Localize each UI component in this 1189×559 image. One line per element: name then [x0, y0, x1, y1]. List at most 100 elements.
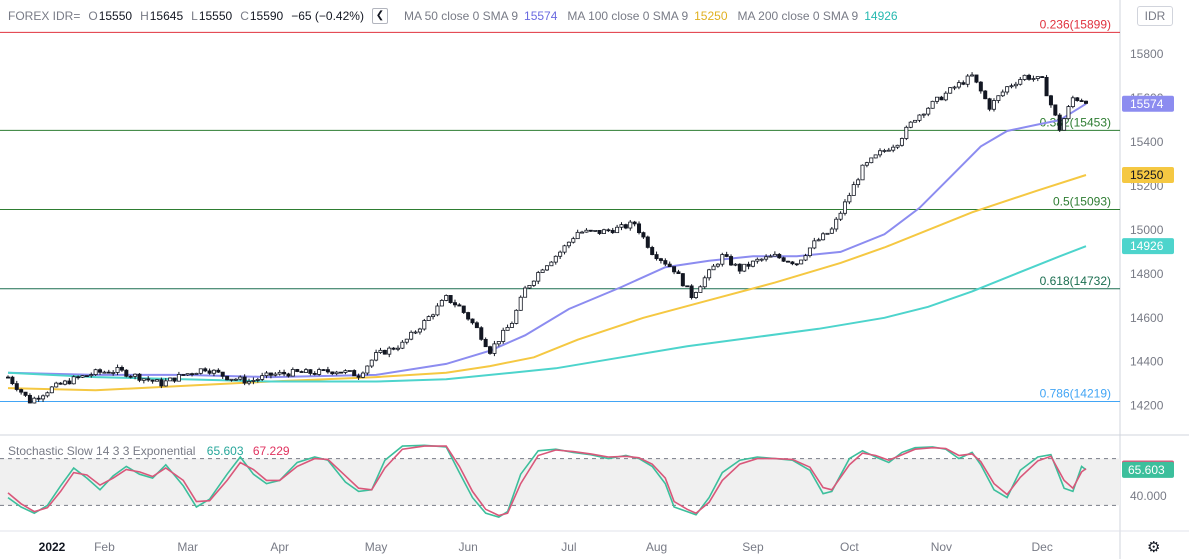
candle-body [317, 369, 322, 375]
candle-body [829, 228, 834, 234]
candle-body [1053, 104, 1058, 116]
fib-label: 0.382(15453) [1040, 115, 1111, 129]
candle-body [404, 338, 409, 343]
y-tick-label: 15400 [1130, 135, 1164, 149]
candle-body [41, 395, 46, 400]
candle-body [983, 90, 988, 100]
candle-body [812, 240, 817, 249]
candle-body [286, 373, 291, 377]
candle-body [273, 373, 278, 376]
candle-body [680, 273, 685, 287]
candle-body [325, 369, 330, 373]
ma100-label[interactable]: MA 100 close 0 SMA 9 [567, 9, 689, 23]
fib-label: 0.618(14732) [1040, 274, 1111, 288]
low-key: L [191, 9, 198, 23]
candle-body [452, 302, 457, 306]
x-tick-label: Feb [94, 540, 115, 554]
ma-line [7, 174, 1087, 392]
candle-body [588, 229, 593, 232]
candle-body [746, 263, 751, 267]
candle-body [431, 314, 436, 318]
candle-body [137, 373, 142, 381]
x-tick-label: Apr [270, 540, 289, 554]
candle-body [580, 231, 585, 234]
candle-body [225, 375, 230, 381]
gear-icon[interactable]: ⚙ [1147, 539, 1161, 556]
stochastic-label[interactable]: Stochastic Slow 14 3 3 Exponential [8, 444, 196, 458]
candle-body [71, 376, 76, 385]
currency-button[interactable]: IDR [1137, 6, 1173, 26]
ma50-label[interactable]: MA 50 close 0 SMA 9 [403, 9, 519, 23]
candle-body [49, 386, 54, 394]
candle-body [777, 253, 782, 259]
fib-label: 0.5(15093) [1053, 194, 1111, 208]
candle-body [36, 397, 41, 400]
x-tick-label: Aug [646, 540, 667, 554]
candle-body [374, 352, 379, 361]
candle-body [290, 369, 295, 377]
x-tick-label: Jul [561, 540, 576, 554]
candle-body [527, 284, 532, 289]
candle-body [67, 380, 72, 385]
candle-body [856, 179, 861, 186]
x-tick-label: Oct [840, 540, 859, 554]
chevron-left-icon[interactable]: ❮ [371, 8, 388, 24]
stochastic-d-line [7, 445, 1087, 517]
candle-body [10, 376, 15, 385]
candle-body [970, 74, 975, 77]
price-pane [0, 0, 1120, 435]
y-tick-label: 14200 [1130, 399, 1164, 413]
candle-body [632, 221, 637, 225]
close-key: C [240, 9, 249, 23]
candle-body [772, 253, 777, 257]
y-tick-label: 14400 [1130, 355, 1164, 369]
candle-body [575, 231, 580, 240]
candle-body [461, 305, 466, 313]
candle-body [882, 150, 887, 152]
candle-body [1070, 97, 1075, 107]
ma200-label[interactable]: MA 200 close 0 SMA 9 [737, 9, 859, 23]
candle-body [84, 375, 89, 378]
ma100-value: 15250 [694, 9, 728, 23]
candle-body [409, 331, 414, 340]
candle-body [238, 376, 243, 380]
high-key: H [140, 9, 149, 23]
candle-body [308, 369, 313, 374]
candle-body [115, 367, 120, 373]
candle-body [1009, 85, 1014, 88]
candle-body [650, 247, 655, 255]
candle-body [729, 256, 734, 266]
candle-body [168, 377, 173, 382]
fib-label: 0.236(15899) [1040, 17, 1111, 31]
candle-body [619, 224, 624, 228]
candle-body [80, 375, 85, 378]
candle-body [133, 373, 138, 377]
candle-body [1062, 118, 1067, 131]
price-label: 15250 [1130, 168, 1164, 182]
candle-body [672, 266, 677, 273]
candle-body [821, 233, 826, 241]
candle-body [369, 359, 374, 367]
candle-body [128, 375, 133, 378]
candle-body [360, 372, 365, 378]
candle-body [509, 323, 514, 328]
candle-body [750, 260, 755, 267]
symbol-name[interactable]: FOREX IDR= [8, 9, 81, 23]
candle-body [1079, 100, 1084, 102]
y-tick-label: 14600 [1130, 311, 1164, 325]
x-tick-label: May [365, 540, 388, 554]
candle-body [27, 394, 32, 404]
candle-body [558, 251, 563, 257]
candle-body [343, 370, 348, 373]
candle-body [518, 296, 523, 311]
chart-header: FOREX IDR= O 15550 H 15645 L 15550 C 15590 −… [8, 8, 898, 24]
candle-body [334, 371, 339, 375]
candle-body [242, 376, 247, 384]
candle-body [536, 272, 541, 282]
price-label: 15574 [1130, 97, 1164, 111]
candle-body [102, 371, 107, 374]
candle-body [790, 261, 795, 265]
candle-body [676, 271, 681, 275]
candle-body [457, 304, 462, 307]
